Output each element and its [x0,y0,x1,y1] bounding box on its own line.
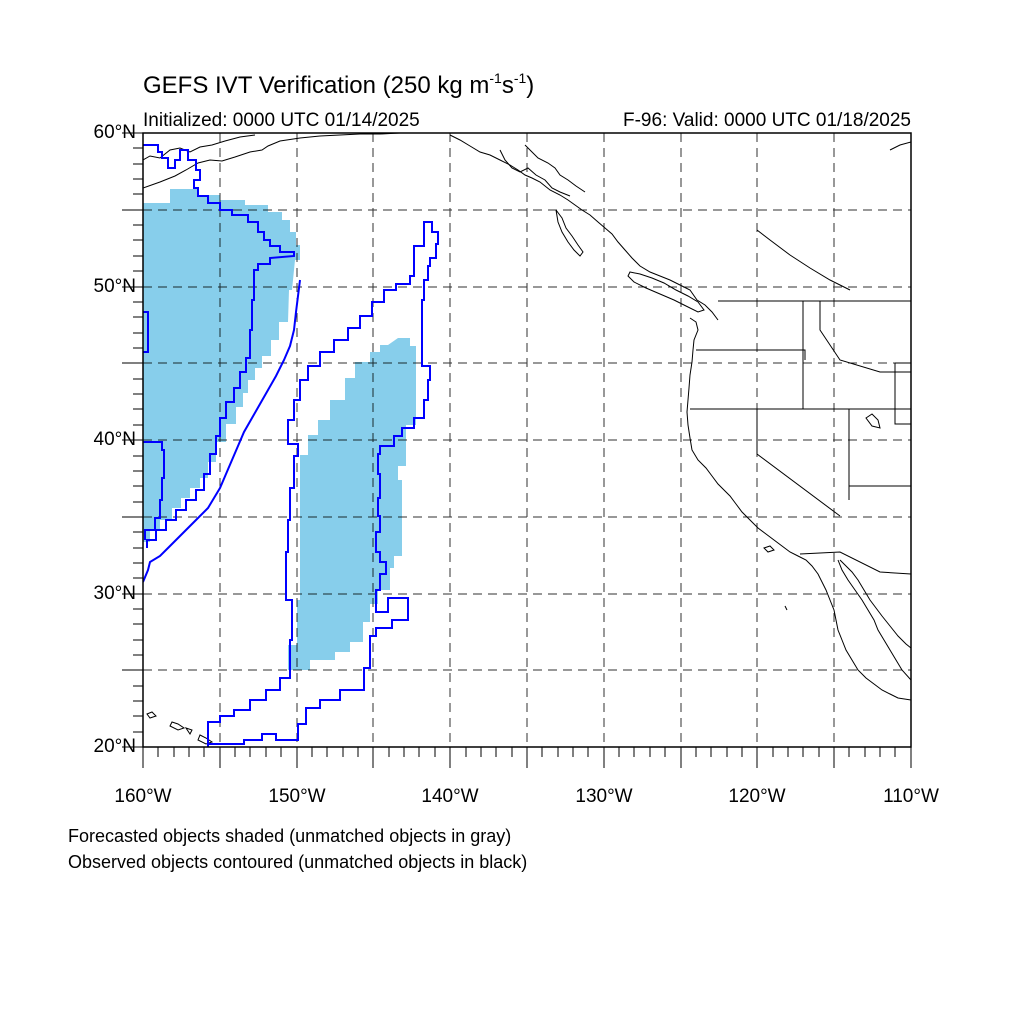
lon-label-120w: 120°W [728,786,786,807]
alaska-coast-inner [143,134,256,161]
panhandle-islands [499,149,571,197]
observed-object-central [207,221,439,745]
great-salt-lake [865,413,881,429]
border-mt-id [819,301,911,373]
bc-interior [756,229,851,291]
lon-label-160w: 160°W [114,786,172,807]
lon-label-110w: 110°W [883,786,939,807]
title-superscript: -1 [513,70,527,86]
forecast-object-central [288,338,416,670]
border-ca-nv [756,409,841,517]
border-wa-or [696,349,806,360]
observed-object-west-tail [143,279,301,583]
observed-legend-note: Observed objects contoured (unmatched ob… [68,852,528,872]
lon-label-140w: 140°W [421,786,479,807]
observed-contours [143,144,439,747]
haida-gwaii [555,209,584,257]
title-superscript: -1 [489,70,502,86]
forecast-legend-note: Forecasted objects shaded (unmatched obj… [68,826,512,846]
title-text-mid: s [501,72,514,99]
lon-label-130w: 130°W [575,786,633,807]
init-time-label: Initialized: 0000 UTC 01/14/2025 [143,110,420,131]
vancouver-island [627,271,705,313]
channel-islands [763,545,788,611]
lat-label-30n: 30°N [93,583,136,604]
valid-time-label: F-96: Valid: 0000 UTC 01/18/2025 [623,110,911,131]
border-mexico [799,551,911,575]
map-title: GEFS IVT Verification (250 kg m-1s-1) [143,70,535,100]
alaska-coast [143,133,401,189]
lat-label-60n: 60°N [93,122,136,143]
map-grid [143,133,911,747]
observed-object-west-edge [143,311,149,353]
lat-label-50n: 50°N [93,276,136,297]
bc-coastline-north [524,144,586,193]
hawaii-islands [146,711,214,745]
observed-object-northwest [143,144,295,548]
coastlines [143,133,911,745]
panhandle-coast [449,134,719,321]
baja-california [837,559,911,681]
gulf-california [839,559,911,649]
observed-object-central-bottom [207,744,209,747]
forecast-object-west [143,189,300,542]
observed-object-west-mid [143,441,165,540]
lat-label-20n: 20°N [93,736,136,757]
us-west-coast [686,317,911,701]
lat-label-40n: 40°N [93,429,136,450]
lon-label-150w: 150°W [268,786,326,807]
border-ut [894,362,911,425]
title-text-end: ) [526,72,535,99]
axis-ticks [122,132,912,768]
nw-coast-islands [889,141,911,151]
title-text: GEFS IVT Verification (250 kg m [143,72,490,99]
